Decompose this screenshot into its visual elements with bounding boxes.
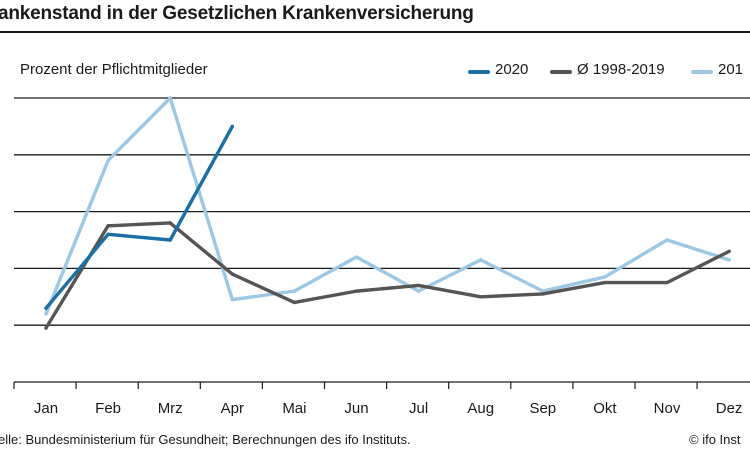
data-point [106,232,110,237]
data-point [168,221,172,225]
legend-label-2020: 2020 [495,61,529,78]
data-point [727,249,731,254]
x-tick-label: Dez [716,400,743,417]
data-point [230,297,234,302]
x-tick-label: Mai [282,400,306,417]
data-point [292,300,297,305]
copyright-note: © ifo Inst [689,432,741,447]
y-axis-label: Prozent der Pflichtmitglieder [20,61,208,78]
data-point [603,275,607,279]
legend-label-2019: 201 [718,61,744,78]
data-point [168,96,172,100]
title-divider [0,31,750,33]
x-tick-label: Sep [529,400,556,417]
data-point [44,312,48,316]
data-point [541,292,545,296]
data-point [354,289,359,293]
data-point [292,289,297,293]
legend-swatch-average [550,70,572,74]
data-point [416,283,421,288]
data-point [416,289,421,293]
data-point [230,124,234,129]
source-note: elle: Bundesministerium für Gesundheit; … [0,432,411,447]
x-tick-label: Apr [221,400,244,417]
x-tick-label: Jun [344,400,368,417]
data-point [106,224,110,228]
series-line-1998-2019 [44,221,731,330]
data-point [541,289,545,293]
series-line-2020 [44,124,235,310]
data-point [168,238,172,242]
data-point [665,238,669,242]
x-tick-label: Feb [95,400,121,417]
data-point [44,306,48,310]
legend-label-average: Ø 1998-2019 [577,61,665,78]
x-tick-label: Aug [467,400,494,417]
data-point [230,272,234,276]
x-tick-label: Mrz [158,400,183,417]
data-point [479,258,483,262]
legend-swatch-2019 [691,70,713,74]
data-point [665,280,669,285]
series-line-201 [44,96,731,316]
data-point [727,258,731,262]
data-point [479,295,483,299]
data-point [106,158,110,163]
data-point [44,326,48,330]
x-tick-label: Jul [409,400,428,417]
chart-title: ankenstand in der Gesetzlichen Krankenve… [0,3,474,24]
x-tick-label: Nov [654,400,681,417]
x-tick-label: Okt [593,400,617,417]
x-tick-label: Jan [34,400,58,417]
data-point [354,255,359,259]
data-point [603,280,607,285]
legend-swatch-2020 [468,70,490,74]
